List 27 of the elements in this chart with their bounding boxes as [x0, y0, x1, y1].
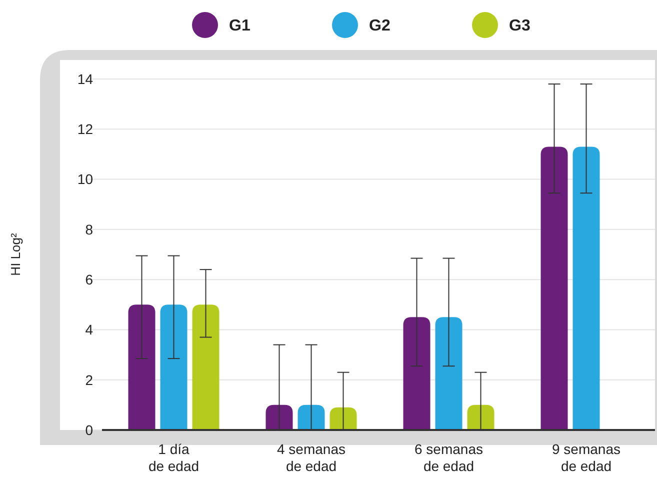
x-tick-label: 9 semanas de edad: [552, 441, 620, 474]
bar: [160, 304, 188, 430]
y-tick-label: 12: [77, 121, 94, 138]
y-axis-title: HI Log²: [8, 232, 23, 276]
x-tick-label: 1 día de edad: [148, 441, 200, 474]
bar: [330, 407, 357, 430]
y-tick-label: 0: [85, 422, 94, 438]
bar: [298, 404, 325, 430]
bar: [435, 317, 462, 430]
y-tick-label: 4: [85, 322, 94, 338]
x-tick-label: 6 semanas de edad: [414, 441, 483, 474]
legend-label: G2: [369, 18, 390, 35]
y-tick-label: 8: [85, 221, 94, 238]
bar: [192, 304, 220, 430]
bar: [403, 317, 430, 430]
x-tick-label: 4 semanas de edad: [277, 441, 346, 474]
y-tick-label: 10: [77, 171, 94, 188]
legend-label: G1: [229, 18, 250, 35]
bar: [467, 404, 494, 430]
y-tick-label: 14: [77, 70, 94, 87]
bar: [540, 146, 568, 430]
y-tick-label: 6: [85, 271, 94, 288]
bar: [128, 304, 156, 430]
bar: [572, 146, 600, 430]
legend-label: G3: [509, 18, 530, 35]
y-tick-label: 2: [85, 372, 94, 388]
bar: [266, 404, 293, 430]
